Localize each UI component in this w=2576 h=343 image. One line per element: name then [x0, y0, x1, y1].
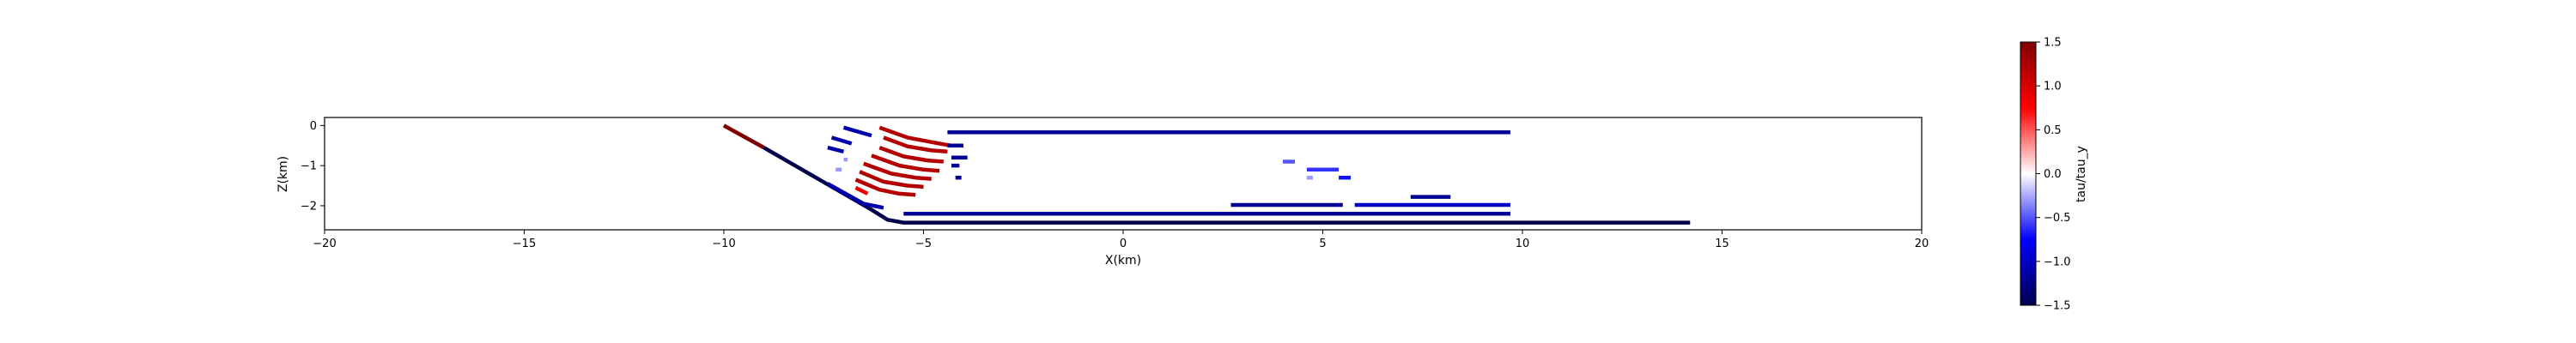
- plot-area: −20 −15 −10 −5 0 5 10 15 20 0 −1 −2 X(km) Z(km): [276, 117, 1929, 268]
- colorbar-tick-label: 0.5: [2044, 124, 2062, 137]
- colorbar-tick-label: −0.5: [2044, 212, 2071, 225]
- fault-segment-0: [722, 123, 765, 150]
- fault-segment-13: [827, 145, 845, 153]
- fault-segment-15: [878, 125, 952, 148]
- fault-segment-21: [854, 178, 916, 197]
- fault-segment-17: [878, 145, 944, 164]
- y-tick-label: −2: [301, 200, 317, 213]
- y-tick-label: 0: [310, 120, 317, 133]
- colorbar-gradient: [2020, 41, 2037, 306]
- fault-marks: [722, 123, 1691, 225]
- x-tick-label: 0: [1120, 238, 1127, 250]
- x-tick-label: 15: [1715, 238, 1729, 250]
- colorbar-tick-label: 1.0: [2044, 81, 2062, 93]
- colorbar: 1.5 1.0 0.5 0.0 −0.5 −1.0 −1.5 tau/tau_y: [2020, 37, 2088, 313]
- x-tick-label: 5: [1319, 238, 1326, 250]
- x-tick-label: 20: [1915, 238, 1929, 250]
- y-axis-label: Z(km): [276, 156, 290, 192]
- x-axis-ticks: −20 −15 −10 −5 0 5 10 15 20: [313, 230, 1929, 250]
- colorbar-tick-label: 1.5: [2044, 37, 2062, 50]
- fault-segment-20: [859, 170, 924, 190]
- x-tick-label: −20: [313, 238, 336, 250]
- fault-segment-14: [854, 185, 869, 196]
- colorbar-ticks: 1.5 1.0 0.5 0.0 −0.5 −1.0 −1.5: [2036, 37, 2071, 313]
- fault-segment-11: [842, 125, 872, 138]
- x-axis-label: X(km): [1105, 254, 1141, 268]
- fault-segment-12: [830, 135, 853, 146]
- x-tick-label: 10: [1516, 238, 1530, 250]
- x-tick-label: −10: [712, 238, 735, 250]
- fault-segment-18: [871, 153, 940, 173]
- x-tick-label: −5: [915, 238, 932, 250]
- y-axis-ticks: 0 −1 −2: [301, 120, 325, 213]
- colorbar-label: tau/tau_y: [2075, 146, 2088, 202]
- colorbar-tick-label: −1.0: [2044, 256, 2071, 268]
- fault-segment-16: [883, 135, 948, 154]
- y-tick-label: −1: [301, 160, 317, 173]
- colorbar-tick-label: −1.5: [2044, 300, 2071, 313]
- fault-segment-2: [826, 182, 884, 210]
- colorbar-tick-label: 0.0: [2044, 168, 2062, 181]
- x-tick-label: −15: [513, 238, 536, 250]
- fault-segment-19: [863, 161, 932, 181]
